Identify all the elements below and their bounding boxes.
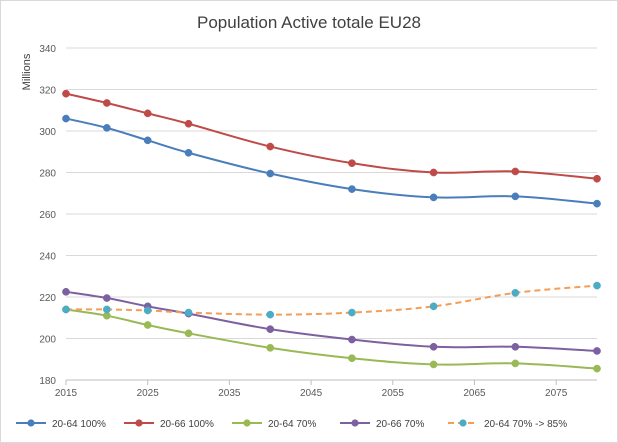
data-point xyxy=(184,119,193,128)
legend-item: 20-66 100% xyxy=(124,419,214,430)
x-axis-ticks: 2015 2025 2035 2045 2055 2065 2075 xyxy=(55,379,597,399)
series-1 xyxy=(62,89,601,183)
legend-item: 20-64 70% -> 85% xyxy=(448,419,567,430)
data-point xyxy=(62,89,70,98)
x-tick-label: 2055 xyxy=(382,388,405,399)
data-point xyxy=(511,342,520,351)
legend-label: 20-66 100% xyxy=(160,419,214,430)
data-point xyxy=(348,185,356,193)
data-point xyxy=(429,342,438,351)
y-axis-label: Millions xyxy=(21,53,33,90)
data-point xyxy=(102,124,111,132)
gridlines xyxy=(66,47,597,381)
legend-label: 20-64 70% xyxy=(268,419,316,430)
data-point xyxy=(143,306,152,315)
data-point xyxy=(348,335,356,344)
data-point xyxy=(266,142,275,151)
series-line xyxy=(65,92,598,180)
data-point xyxy=(593,281,601,290)
series-0 xyxy=(62,114,601,208)
data-point xyxy=(511,359,520,368)
data-point xyxy=(62,287,70,296)
x-tick-label: 2035 xyxy=(218,388,241,399)
data-point xyxy=(593,364,601,373)
series-layer xyxy=(62,89,601,373)
series-4 xyxy=(62,281,601,319)
x-tick-label: 2075 xyxy=(545,388,568,399)
legend-item: 20-66 70% xyxy=(340,419,424,430)
data-point xyxy=(102,305,111,314)
data-point xyxy=(143,109,152,118)
y-tick-label: 300 xyxy=(39,127,56,138)
data-point xyxy=(429,302,438,311)
legend-label: 20-64 100% xyxy=(52,419,106,430)
data-point xyxy=(184,329,193,338)
x-tick-label: 2045 xyxy=(300,388,323,399)
series-line xyxy=(65,284,598,316)
data-point xyxy=(62,305,70,314)
legend-item: 20-64 100% xyxy=(16,419,106,430)
data-point xyxy=(62,114,70,123)
data-point xyxy=(593,174,601,183)
x-tick-label: 2025 xyxy=(137,388,160,399)
data-point xyxy=(511,167,520,176)
data-point xyxy=(266,169,275,178)
y-tick-label: 320 xyxy=(39,86,56,97)
series-line xyxy=(65,308,598,370)
legend-label: 20-66 70% xyxy=(376,419,424,430)
data-point xyxy=(184,308,193,317)
data-point xyxy=(102,99,111,107)
y-tick-label: 220 xyxy=(39,293,56,304)
x-tick-label: 2065 xyxy=(463,388,486,399)
legend-swatch-marker xyxy=(459,419,467,427)
y-tick-label: 260 xyxy=(39,210,56,221)
data-point xyxy=(143,321,152,329)
data-point xyxy=(143,136,152,145)
data-point xyxy=(593,199,601,208)
x-tick-label: 2015 xyxy=(55,388,78,399)
data-point xyxy=(348,308,356,317)
data-point xyxy=(348,354,356,363)
legend-label: 20-64 70% -> 85% xyxy=(484,419,567,430)
y-axis-ticks: 180 200 220 240 260 280 300 320 340 xyxy=(39,44,56,387)
series-3 xyxy=(62,287,601,355)
data-point xyxy=(102,294,111,302)
data-point xyxy=(593,347,601,355)
legend-swatch-marker xyxy=(27,419,35,427)
legend-swatch-marker xyxy=(351,419,359,427)
series-line xyxy=(65,117,598,205)
data-point xyxy=(429,168,438,177)
chart-title: Population Active totale EU28 xyxy=(197,13,421,32)
y-tick-label: 200 xyxy=(39,335,56,346)
data-point xyxy=(511,289,520,297)
y-tick-label: 180 xyxy=(39,376,56,387)
data-point xyxy=(266,310,275,319)
data-point xyxy=(184,148,193,157)
data-point xyxy=(266,343,275,352)
data-point xyxy=(348,159,356,168)
legend: 20-64 100% 20-66 100% 20-64 70% 20-66 70% 20… xyxy=(16,419,567,430)
data-point xyxy=(266,325,275,334)
legend-swatch-marker xyxy=(243,419,251,427)
y-tick-label: 240 xyxy=(39,252,56,263)
data-point xyxy=(429,193,438,202)
series-line xyxy=(65,290,598,352)
data-point xyxy=(511,192,520,201)
legend-item: 20-64 70% xyxy=(232,419,316,430)
y-tick-label: 280 xyxy=(39,169,56,180)
legend-swatch-marker xyxy=(135,419,143,427)
y-tick-label: 340 xyxy=(39,44,56,55)
series-2 xyxy=(62,305,601,373)
data-point xyxy=(429,360,438,369)
